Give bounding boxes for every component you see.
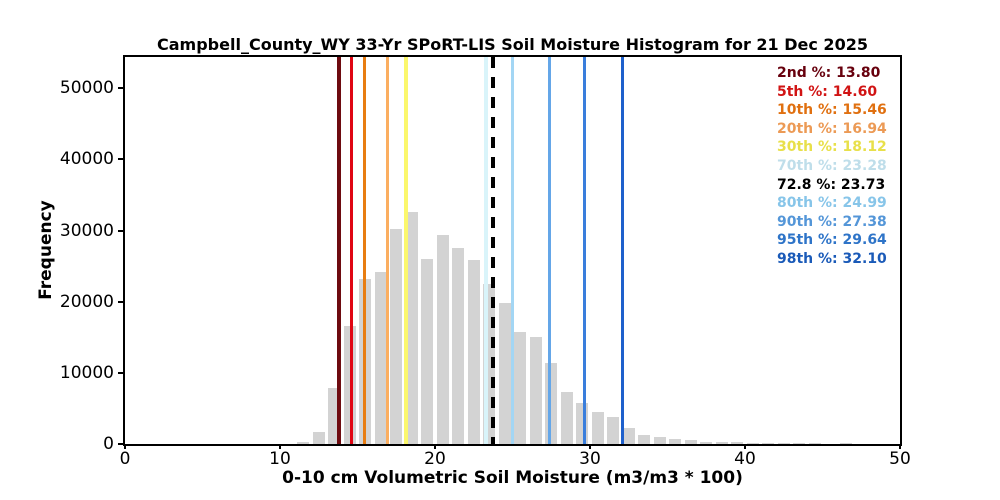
- percentile-line: [404, 57, 408, 444]
- y-tick: [118, 87, 123, 90]
- x-tick: [899, 444, 901, 449]
- legend-entry: 98th %: 32.10: [777, 250, 887, 267]
- percentile-line: [349, 57, 354, 444]
- legend-entry: 90th %: 27.38: [777, 213, 887, 230]
- histogram-bar: [328, 387, 341, 444]
- histogram-bar: [622, 427, 635, 444]
- histogram-bar: [808, 442, 821, 444]
- legend-entry: 70th %: 23.28: [777, 157, 887, 174]
- x-tick-label: 30: [579, 449, 601, 469]
- histogram-bar: [777, 442, 790, 444]
- histogram-bar: [545, 362, 558, 444]
- legend-entry: 2nd %: 13.80: [777, 65, 881, 81]
- x-tick: [434, 444, 436, 449]
- legend-entry: 5th %: 14.60: [777, 83, 878, 100]
- current-percentile-line: [490, 57, 495, 444]
- y-tick-label: 40000: [59, 149, 114, 170]
- x-tick: [124, 444, 126, 449]
- x-tick-label: 20: [424, 449, 446, 469]
- chart-title: Campbell_County_WY 33-Yr SPoRT-LIS Soil …: [157, 35, 868, 54]
- percentile-line: [337, 57, 341, 444]
- y-tick-label: 20000: [59, 291, 114, 312]
- y-tick-label: 50000: [59, 78, 114, 99]
- percentile-line: [484, 57, 488, 444]
- histogram-bar: [297, 441, 310, 444]
- x-tick: [589, 444, 591, 449]
- legend-entry: 30th %: 18.12: [777, 139, 887, 156]
- y-tick-label: 30000: [59, 220, 114, 241]
- y-axis-label: Frequency: [36, 200, 56, 300]
- histogram-bar: [312, 431, 325, 444]
- histogram-bar: [436, 235, 449, 444]
- histogram-bar: [483, 283, 496, 444]
- histogram-bar: [669, 438, 682, 444]
- x-tick: [744, 444, 746, 449]
- histogram-bar: [607, 416, 620, 444]
- histogram-bar: [576, 403, 589, 444]
- histogram-bar: [421, 259, 434, 444]
- y-tick-label: 0: [103, 434, 114, 454]
- legend-entry: 72.8 %: 23.73: [777, 176, 886, 193]
- histogram-bar: [839, 443, 852, 444]
- x-tick: [279, 444, 281, 449]
- percentile-line: [362, 57, 367, 444]
- x-tick-label: 0: [119, 449, 131, 469]
- percentile-line: [385, 57, 390, 444]
- y-tick-label: 10000: [59, 362, 114, 383]
- histogram-bar: [498, 302, 511, 444]
- legend-entry: 20th %: 16.94: [777, 120, 887, 137]
- histogram-bar: [793, 442, 806, 444]
- legend-entry: 80th %: 24.99: [777, 195, 887, 212]
- histogram-bar: [514, 331, 527, 444]
- y-tick: [118, 371, 123, 374]
- plot-area: [123, 55, 902, 446]
- histogram-bar: [560, 391, 573, 444]
- percentile-line: [582, 57, 587, 444]
- histogram-bar: [591, 411, 604, 444]
- y-tick: [118, 229, 123, 232]
- histogram-bar: [390, 229, 403, 444]
- x-tick-label: 50: [889, 449, 911, 469]
- y-tick: [118, 300, 123, 303]
- legend-entry: 10th %: 15.46: [777, 102, 887, 119]
- histogram-bar: [638, 435, 651, 444]
- y-tick: [118, 443, 123, 445]
- histogram-bar: [684, 439, 697, 444]
- histogram-bar: [715, 442, 728, 444]
- percentile-line: [510, 57, 515, 444]
- histogram-bar: [467, 260, 480, 444]
- histogram-bar: [700, 441, 713, 444]
- percentile-legend: 2nd %: 13.80 5th %: 14.60 10th %: 15.46 20t…: [777, 64, 887, 269]
- percentile-line: [547, 57, 552, 444]
- histogram-bar: [405, 212, 418, 444]
- histogram-bar: [653, 437, 666, 444]
- x-axis-label: 0-10 cm Volumetric Soil Moisture (m3/m3 …: [282, 468, 743, 488]
- x-tick-label: 10: [269, 449, 291, 469]
- histogram-bar: [762, 442, 775, 444]
- percentile-line: [620, 57, 625, 444]
- histogram-bar: [731, 442, 744, 444]
- histogram-bar: [746, 442, 759, 444]
- histogram-bar: [452, 248, 465, 444]
- histogram-bar: [529, 337, 542, 444]
- legend-entry: 95th %: 29.64: [777, 232, 887, 249]
- x-tick-label: 40: [734, 449, 756, 469]
- histogram-bar: [374, 272, 387, 444]
- y-tick: [118, 158, 123, 161]
